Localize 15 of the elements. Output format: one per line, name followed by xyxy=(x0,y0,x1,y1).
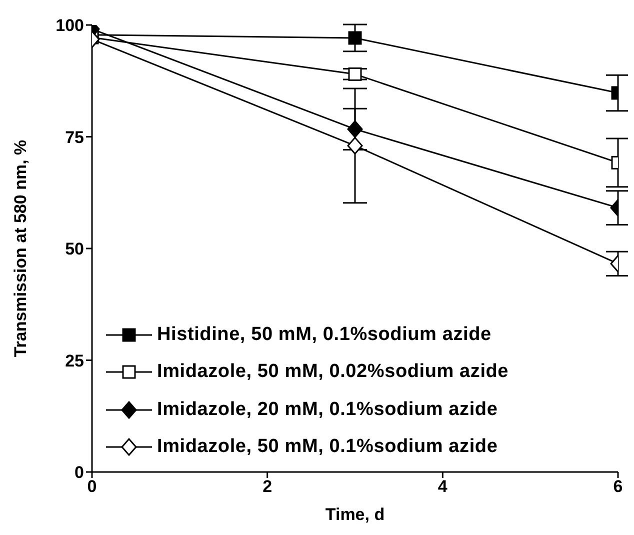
y-tick-label: 0 xyxy=(74,463,84,482)
x-axis-title: Time, d xyxy=(325,505,385,524)
legend-label: Imidazole, 50 mM, 0.1%sodium azide xyxy=(157,436,498,458)
x-tick-label: 0 xyxy=(87,477,97,496)
y-axis-title: Transmission at 580 nm, % xyxy=(11,140,30,358)
y-tick-label: 25 xyxy=(65,351,84,370)
legend-label: Imidazole, 50 mM, 0.02%sodium azide xyxy=(157,361,509,384)
x-tick-label: 4 xyxy=(438,477,448,496)
x-tick-label: 2 xyxy=(262,477,272,496)
y-tick-label: 75 xyxy=(65,128,84,147)
legend-label: Histidine, 50 mM, 0.1%sodium azide xyxy=(157,324,492,346)
y-tick-label: 100 xyxy=(56,16,84,36)
legend-label: Imidazole, 20 mM, 0.1%sodium azide xyxy=(157,398,498,421)
x-tick-label: 6 xyxy=(613,477,623,496)
y-tick-label: 50 xyxy=(65,240,84,259)
